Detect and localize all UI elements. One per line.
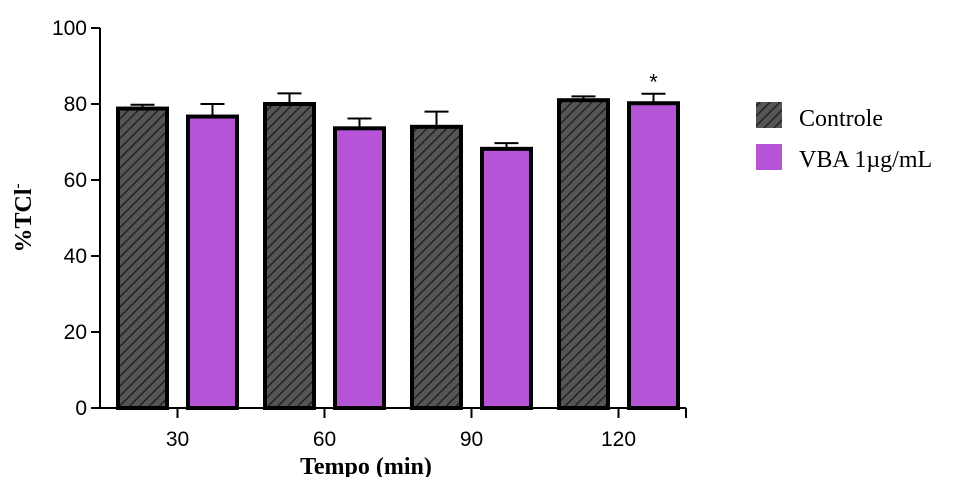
bar-controle-30 bbox=[116, 106, 169, 410]
y-tick-label-0: 0 bbox=[75, 397, 87, 420]
y-axis-title-main: %TCl bbox=[11, 188, 37, 252]
annotations: * bbox=[649, 70, 658, 95]
y-tick-label-60: 60 bbox=[64, 169, 87, 192]
bar-controle-90 bbox=[410, 124, 463, 411]
x-tick-label-60: 60 bbox=[313, 428, 336, 451]
legend-label-controle: Controle bbox=[799, 106, 883, 132]
x-tick-label-30: 30 bbox=[166, 428, 189, 451]
bars-layer bbox=[116, 98, 680, 411]
y-tick-label-20: 20 bbox=[64, 321, 87, 344]
x-tick-label-90: 90 bbox=[460, 428, 483, 451]
x-axis-title: Tempo (min) bbox=[300, 454, 432, 477]
y-tick-label-80: 80 bbox=[64, 93, 87, 116]
error-bars-layer bbox=[130, 92, 666, 149]
legend-swatch-controle bbox=[756, 102, 782, 128]
y-axis-title-superscript: - bbox=[10, 183, 26, 188]
y-tick-label-40: 40 bbox=[64, 245, 87, 268]
x-tick-label-120: 120 bbox=[601, 428, 636, 451]
x-ticks: 30 60 90 120 bbox=[166, 408, 687, 451]
legend: Controle VBA 1µg/mL bbox=[756, 102, 932, 173]
y-axis-title: %TCl- bbox=[10, 183, 37, 252]
legend-label-vba: VBA 1µg/mL bbox=[799, 147, 932, 173]
bar-vba-60 bbox=[333, 126, 386, 410]
y-tick-label-100: 100 bbox=[52, 17, 87, 40]
y-ticks: 0 20 40 60 80 100 bbox=[52, 17, 100, 420]
bar-vba-30 bbox=[186, 114, 239, 410]
significance-marker: * bbox=[649, 70, 658, 95]
bar-controle-120 bbox=[557, 98, 610, 410]
legend-swatch-vba bbox=[756, 144, 782, 170]
bar-controle-60 bbox=[263, 102, 316, 410]
bar-vba-90 bbox=[480, 146, 533, 410]
axes bbox=[99, 28, 686, 409]
bar-vba-120 bbox=[627, 101, 680, 411]
